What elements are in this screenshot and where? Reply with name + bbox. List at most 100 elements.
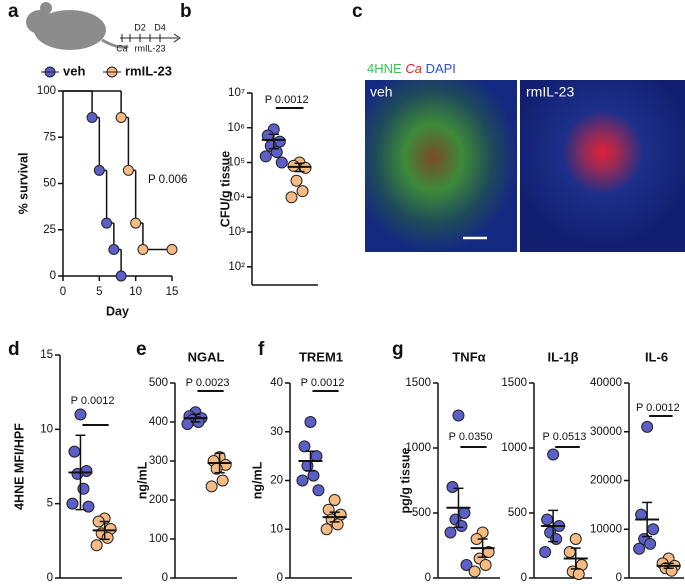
- data-point: [101, 531, 114, 544]
- data-point: [468, 565, 481, 578]
- data-point: [259, 150, 272, 163]
- data-point: [547, 448, 560, 461]
- annotation: P 0.0350: [449, 431, 493, 443]
- x-tick-label: 5: [96, 286, 102, 298]
- y-tick-label: 30: [270, 426, 283, 438]
- annotation: P 0.0023: [186, 377, 230, 389]
- data-point: [460, 559, 473, 571]
- data-point: [304, 416, 317, 428]
- y-tick-label: 500: [149, 377, 168, 389]
- y-tick-label: 10²: [228, 261, 245, 273]
- survival-point: [166, 244, 178, 256]
- data-point: [635, 508, 648, 521]
- data-point: [68, 445, 81, 458]
- survival-point: [115, 270, 127, 282]
- x-tick-label: 0: [60, 286, 66, 298]
- y-axis-label: % survival: [16, 153, 30, 215]
- data-point: [285, 191, 298, 204]
- survival-point: [101, 217, 113, 229]
- y-tick-label: 20000: [590, 475, 622, 487]
- data-point: [181, 417, 194, 430]
- y-tick-label: 10⁶: [227, 122, 245, 134]
- y-tick-label: 500: [412, 507, 431, 519]
- chart-title: IL-1β: [547, 349, 578, 364]
- y-tick-label: 10³: [228, 226, 245, 238]
- data-point: [301, 459, 314, 472]
- y-tick-label: 1000: [501, 442, 527, 454]
- y-axis-label: pg/g tissue: [398, 447, 412, 513]
- y-tick-label: 1000: [405, 442, 431, 454]
- y-tick-label: 0: [50, 270, 56, 282]
- schematic-label: D4: [154, 22, 166, 32]
- panel-label: b: [180, 1, 192, 22]
- micrograph: [365, 80, 517, 252]
- data-point: [331, 518, 344, 531]
- y-tick-label: 5: [47, 498, 53, 510]
- survival-point: [130, 217, 142, 229]
- y-tick-label: 0: [277, 572, 283, 584]
- y-tick-label: 300: [149, 455, 168, 467]
- y-tick-label: 400: [149, 416, 168, 428]
- panel-label: f: [258, 339, 265, 360]
- data-point: [550, 533, 563, 545]
- y-axis-label: ng/mL: [135, 461, 149, 499]
- y-tick-label: 30000: [590, 426, 622, 438]
- y-tick-label: 10⁷: [228, 87, 245, 99]
- y-tick-label: 10: [40, 423, 53, 435]
- stain-label: Ca: [405, 61, 422, 76]
- data-point: [452, 409, 465, 422]
- data-point: [66, 497, 79, 510]
- stain-legend: 4HNE Ca DAPI: [367, 61, 456, 76]
- data-point: [328, 494, 341, 506]
- y-tick-label: 1500: [501, 377, 527, 389]
- y-tick-label: 10⁴: [227, 191, 245, 203]
- annotation: P 0.0012: [636, 402, 680, 414]
- y-tick-label: 10: [270, 523, 283, 535]
- schematic-label: Ca: [116, 43, 128, 53]
- y-tick-label: 100: [149, 533, 168, 545]
- y-tick-label: 200: [149, 494, 168, 506]
- data-point: [444, 526, 457, 539]
- data-point: [647, 523, 660, 536]
- data-point: [644, 537, 657, 550]
- data-point: [296, 185, 309, 198]
- y-axis-label: 4HNE MFI/HPF: [12, 423, 26, 510]
- survival-point: [108, 244, 120, 256]
- survival-point: [86, 111, 98, 123]
- data-point: [312, 484, 325, 497]
- survival-point: [122, 164, 134, 176]
- chart-title: NGAL: [188, 349, 225, 364]
- y-tick-label: 10000: [590, 523, 622, 535]
- data-point: [216, 474, 229, 487]
- data-point: [569, 533, 582, 545]
- y-tick-label: 25: [43, 224, 56, 236]
- y-axis-label: ng/mL: [250, 461, 264, 499]
- data-point: [275, 156, 288, 169]
- y-tick-label: 40000: [590, 377, 622, 389]
- data-point: [320, 523, 333, 536]
- stain-label: DAPI: [426, 61, 456, 76]
- y-tick-label: 40: [270, 377, 283, 389]
- annotation: P 0.006: [148, 174, 187, 186]
- data-point: [479, 559, 492, 571]
- data-point: [310, 450, 323, 463]
- y-tick-label: 0: [47, 572, 53, 584]
- panel-label: d: [8, 339, 20, 360]
- data-point: [205, 480, 218, 493]
- survival-point: [115, 111, 127, 123]
- mouse-icon: [26, 2, 129, 50]
- data-point: [539, 546, 552, 558]
- data-point: [90, 539, 103, 552]
- panel-label: c: [352, 1, 363, 22]
- chart-title: TREM1: [299, 349, 343, 364]
- y-tick-label: 15: [40, 349, 53, 361]
- annotation: P 0.0012: [265, 94, 309, 106]
- condition-label: veh: [370, 84, 393, 100]
- chart-title: IL-6: [645, 349, 668, 364]
- data-point: [541, 513, 554, 526]
- data-point: [641, 420, 654, 433]
- legend-label: rmIL-23: [125, 63, 172, 78]
- y-tick-label: 0: [521, 572, 527, 584]
- data-point: [633, 542, 646, 555]
